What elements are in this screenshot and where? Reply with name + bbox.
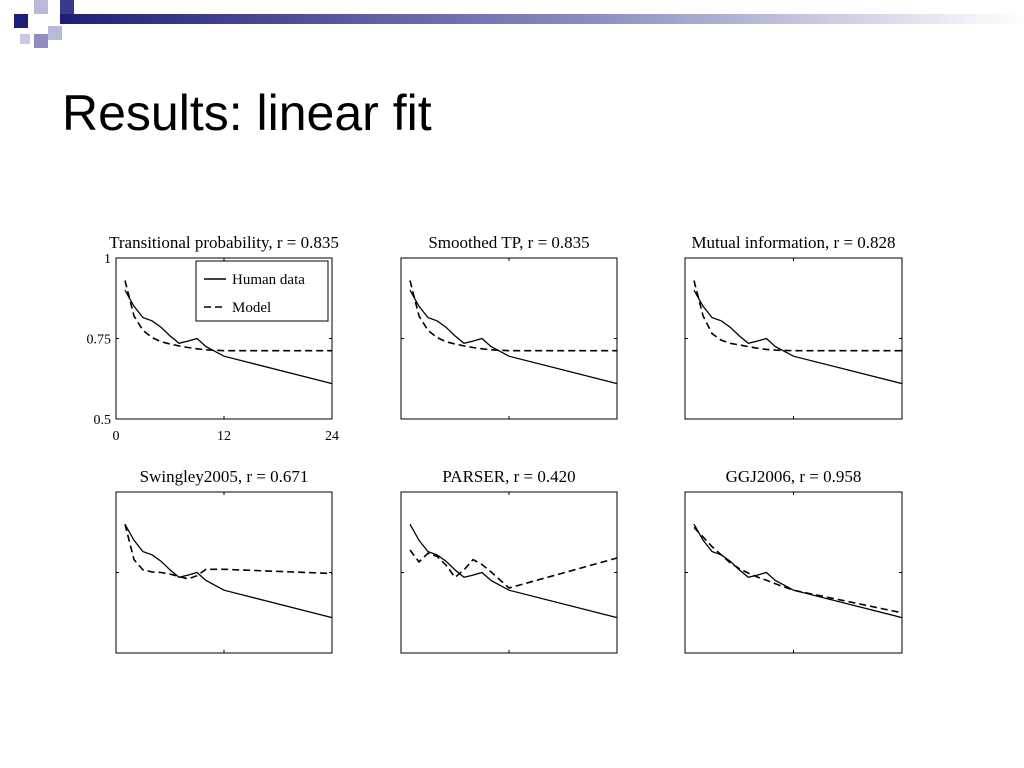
x-tick-label: 12 bbox=[217, 429, 231, 444]
human-data-line bbox=[409, 289, 618, 385]
decor-square-dark bbox=[14, 14, 28, 28]
chart-panel-4: Swingley2005, r = 0.671 bbox=[115, 467, 333, 654]
panel-title: Mutual information, r = 0.828 bbox=[691, 233, 895, 252]
legend: Human data Model bbox=[195, 260, 329, 322]
plot-frame bbox=[400, 491, 618, 654]
model-line bbox=[693, 280, 902, 352]
panel-title: GGJ2006, r = 0.958 bbox=[726, 467, 862, 486]
x-tick-label: 24 bbox=[325, 429, 339, 444]
model-line bbox=[409, 549, 618, 589]
y-tick-label: 1 bbox=[104, 252, 111, 267]
legend-box bbox=[195, 260, 329, 322]
model-line bbox=[124, 280, 332, 352]
decor-square-light bbox=[34, 0, 48, 14]
plot-frame bbox=[400, 257, 618, 420]
decor-square-mid bbox=[34, 34, 48, 48]
plot-frame bbox=[684, 491, 903, 654]
human-data-line bbox=[124, 289, 333, 385]
legend-label: Human data bbox=[232, 272, 305, 288]
slide-decoration bbox=[14, 0, 1024, 48]
human-data-line bbox=[693, 289, 903, 385]
chart-panel-1: Transitional probability, r = 0.835 0.5 0.… bbox=[87, 233, 340, 444]
human-data-line bbox=[409, 523, 618, 619]
panel-title: Swingley2005, r = 0.671 bbox=[140, 467, 309, 486]
legend-label: Model bbox=[232, 300, 271, 316]
human-data-line bbox=[124, 523, 333, 619]
panel-title: Transitional probability, r = 0.835 bbox=[109, 233, 339, 252]
human-data-line bbox=[693, 523, 903, 619]
model-line bbox=[124, 524, 333, 580]
x-tick-label: 0 bbox=[113, 429, 120, 444]
plot-frame bbox=[684, 257, 903, 420]
model-line bbox=[409, 280, 617, 352]
chart-panel-5: PARSER, r = 0.420 bbox=[400, 467, 618, 654]
y-tick-label: 0.75 bbox=[87, 333, 112, 348]
chart-panel-2: Smoothed TP, r = 0.835 bbox=[400, 233, 618, 420]
model-line bbox=[693, 526, 903, 614]
slide-title: Results: linear fit bbox=[62, 85, 432, 141]
title-bar-gradient bbox=[60, 14, 1024, 24]
panel-title: Smoothed TP, r = 0.835 bbox=[428, 233, 589, 252]
decor-square-light bbox=[20, 34, 30, 44]
panel-title: PARSER, r = 0.420 bbox=[442, 467, 575, 486]
chart-panel-3: Mutual information, r = 0.828 bbox=[684, 233, 903, 420]
decor-square-dark bbox=[60, 0, 74, 14]
chart-panel-6: GGJ2006, r = 0.958 bbox=[684, 467, 903, 654]
y-tick-label: 0.5 bbox=[94, 413, 112, 428]
decor-square-light bbox=[48, 26, 62, 40]
